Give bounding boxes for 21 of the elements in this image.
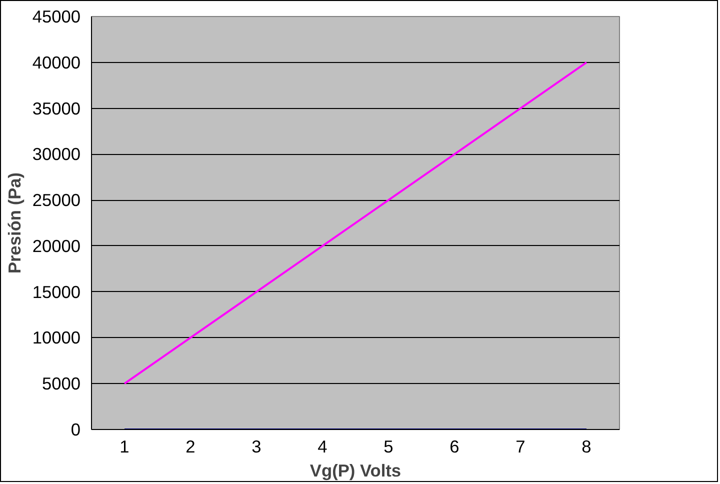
y-tick-label: 5000: [42, 374, 81, 394]
y-tick-label: 45000: [32, 6, 80, 26]
y-tick-label: 35000: [32, 98, 80, 118]
line-series: [124, 61, 588, 385]
x-tick-label: 8: [582, 436, 592, 456]
y-axis-title: Presión (Pa): [4, 172, 24, 274]
x-tick-label: 2: [186, 436, 196, 456]
x-tick-label: 3: [252, 436, 262, 456]
y-tick-label: 25000: [32, 190, 80, 210]
y-tick-label: 30000: [32, 144, 80, 164]
y-tick-label: 15000: [32, 282, 80, 302]
y-tick-label: 0: [70, 420, 81, 440]
y-tick-label: 20000: [32, 236, 80, 256]
y-tick-label: 10000: [32, 328, 80, 348]
x-tick-label: 7: [516, 436, 526, 456]
x-tick-label: 1: [120, 436, 130, 456]
y-tick-label: 40000: [32, 52, 80, 72]
x-axis-title: Vg(P) Volts: [310, 460, 402, 480]
x-tick-label: 5: [384, 436, 394, 456]
x-tick-label: 6: [450, 436, 460, 456]
x-tick-label: 4: [318, 436, 328, 456]
